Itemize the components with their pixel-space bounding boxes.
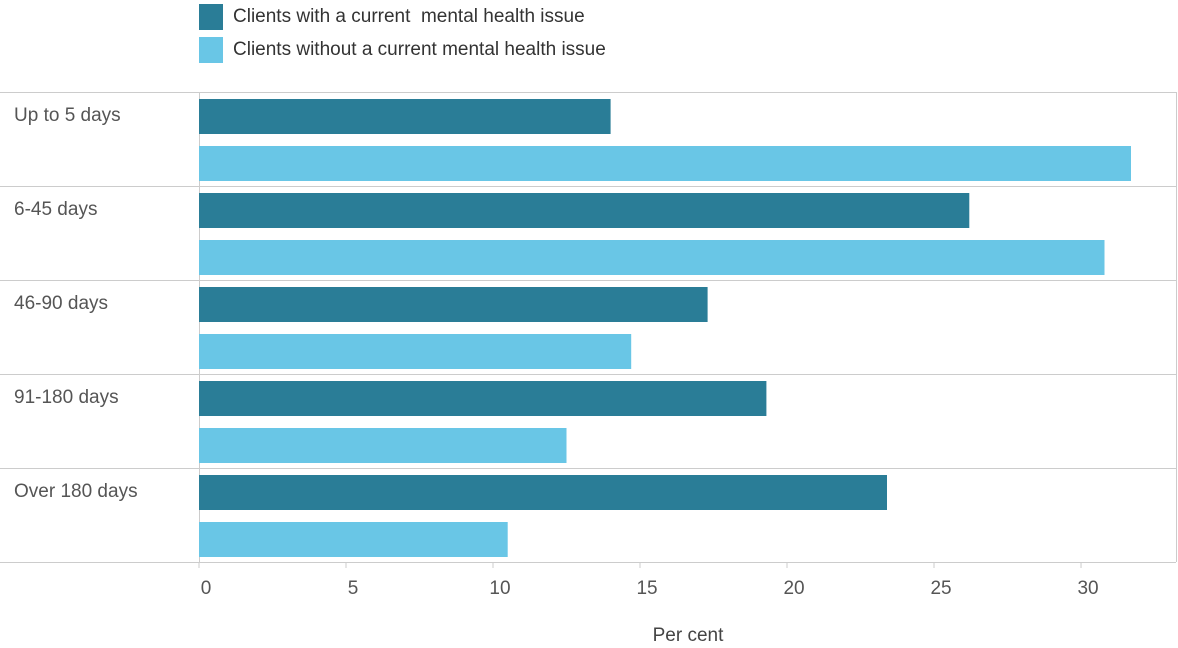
bar-s1-c3 bbox=[199, 428, 567, 463]
bar-s0-c0 bbox=[199, 99, 611, 134]
legend-item-with-issue: Clients with a current mental health iss… bbox=[199, 3, 719, 31]
x-tick-label: 20 bbox=[783, 578, 804, 599]
bar-s1-c0 bbox=[199, 146, 1131, 181]
bar-s1-c2 bbox=[199, 334, 632, 369]
category-label-4: Over 180 days bbox=[14, 481, 138, 502]
category-label-2: 46-90 days bbox=[14, 293, 108, 314]
legend-item-without-issue: Clients without a current mental health … bbox=[199, 36, 719, 64]
x-axis-title: Per cent bbox=[653, 625, 724, 646]
bar-s1-c4 bbox=[199, 522, 508, 557]
bar-s0-c4 bbox=[199, 475, 887, 510]
category-label-3: 91-180 days bbox=[14, 387, 119, 408]
x-tick-label: 30 bbox=[1077, 578, 1098, 599]
legend-label-without-issue: Clients without a current mental health … bbox=[233, 39, 606, 60]
x-tick-label: 10 bbox=[489, 578, 510, 599]
legend-swatch-with-issue bbox=[199, 4, 223, 30]
bar-s0-c3 bbox=[199, 381, 767, 416]
legend-swatch-without-issue bbox=[199, 37, 223, 63]
bar-s0-c1 bbox=[199, 193, 970, 228]
bar-s1-c1 bbox=[199, 240, 1105, 275]
category-label-1: 6-45 days bbox=[14, 199, 97, 220]
x-tick-label: 0 bbox=[201, 578, 212, 599]
category-label-0: Up to 5 days bbox=[14, 105, 121, 126]
bar-s0-c2 bbox=[199, 287, 708, 322]
x-tick-label: 25 bbox=[930, 578, 951, 599]
x-tick-label: 5 bbox=[348, 578, 359, 599]
legend-label-with-issue: Clients with a current mental health iss… bbox=[233, 6, 585, 27]
x-tick-label: 15 bbox=[636, 578, 657, 599]
